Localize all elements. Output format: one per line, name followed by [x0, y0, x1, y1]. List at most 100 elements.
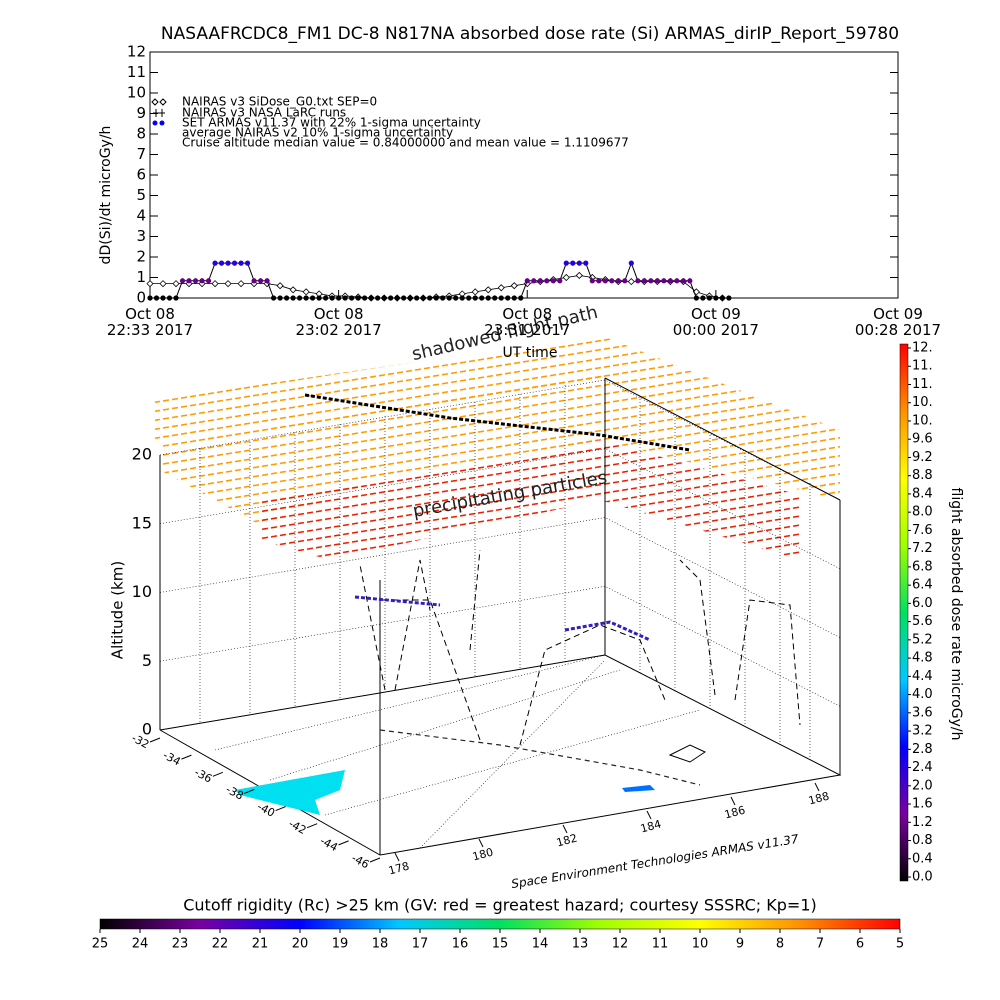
armas-point [257, 278, 264, 284]
page-title: NASAAFRCDC8_FM1 DC-8 N817NA absorbed dos… [161, 24, 899, 44]
z-tick-label: 20 [132, 445, 152, 464]
armas-point [563, 260, 569, 266]
armas-point [550, 278, 556, 284]
armas-point [492, 295, 498, 301]
nairas-point [692, 288, 700, 296]
colorbar [99, 918, 901, 930]
colorbar-tick-label: 10 [692, 937, 709, 952]
rigidity-region [622, 785, 655, 792]
armas-point [166, 295, 173, 301]
armas-point [160, 295, 166, 301]
lat-tick [306, 823, 318, 829]
colorbar-tick-label: 3.6 [912, 705, 933, 720]
armas-point [355, 295, 361, 301]
lon-tick-label: 186 [723, 804, 747, 822]
altitude-grid [159, 517, 841, 638]
armas-point [524, 278, 530, 284]
colorbar-tick-label: 12. [912, 341, 933, 356]
armas-point [537, 278, 543, 284]
armas-point [414, 295, 420, 301]
marker [668, 744, 707, 763]
colorbar-tick-label: 6.4 [912, 578, 933, 593]
colorbar-tick-label: 9 [736, 937, 744, 952]
rigidity-region [235, 770, 345, 815]
armas-point [531, 278, 537, 284]
armas-point [440, 295, 446, 301]
colorbar-tick-label: 4.8 [912, 651, 933, 666]
armas-point [622, 278, 628, 284]
armas-point [407, 295, 413, 301]
colorbar-tick-label: 6.0 [912, 596, 933, 611]
lat-tick-label: -42 [286, 817, 308, 837]
legend-label: NAIRAS v3 NASA LaRC runs [182, 106, 346, 120]
armas-point [505, 295, 511, 301]
colorbar-tick-label: 2.0 [912, 778, 933, 793]
colorbar-tick-label: 13 [572, 937, 589, 952]
nairas-point [172, 280, 180, 288]
armas-point [147, 295, 153, 301]
x-tick-label: Oct 08 22:33 2017 [106, 305, 194, 339]
lon-tick-label: 180 [471, 846, 495, 864]
armas-point [244, 260, 251, 266]
nairas-point [289, 286, 297, 294]
lon-tick [394, 852, 400, 862]
armas-point [290, 295, 296, 301]
nairas-point [146, 280, 154, 288]
armas-point [349, 295, 355, 301]
nairas-point [575, 271, 583, 280]
y-tick-label: 6 [136, 166, 146, 184]
lon-tick [478, 838, 484, 848]
nairas-point [302, 288, 310, 296]
armas-point [557, 278, 563, 284]
altitude-grid [159, 585, 841, 707]
armas-point [485, 295, 491, 301]
legend-label: SET ARMAS v11.37 with 22% 1-sigma uncert… [182, 116, 481, 130]
floor [159, 654, 842, 856]
colorbar-tick-label: 25 [92, 937, 109, 952]
armas-point [179, 278, 186, 284]
z-tick-label: 5 [142, 651, 152, 670]
armas-point [446, 295, 452, 301]
x-tick-label: Oct 08 23:02 2017 [295, 305, 382, 339]
lat-tick-label: -38 [224, 783, 246, 803]
x-tick-label: Oct 08 23:31 2017 [484, 305, 571, 339]
legend-symbol [159, 120, 165, 126]
lon-tick-label: 188 [807, 790, 831, 808]
y-axis-label: dD(Si)/dt microGy/h [98, 126, 114, 265]
nairas-point [562, 273, 570, 282]
y-tick-label: 9 [136, 104, 146, 122]
colorbar-tick-label: 19 [332, 937, 349, 952]
colorbar-tick-label: 16 [452, 937, 469, 952]
armas-point [518, 295, 524, 301]
z-tick-label: 15 [132, 513, 152, 532]
armas-point [609, 278, 615, 284]
colorbar-tick-label: 8.8 [912, 468, 933, 483]
nairas-point [484, 286, 492, 294]
z-tick-label: 0 [142, 720, 152, 739]
armas-point [310, 295, 316, 301]
flight-path [354, 595, 651, 642]
nairas-point [497, 284, 505, 292]
armas-point [420, 295, 426, 301]
ground-track [379, 729, 701, 786]
nairas-point [510, 282, 518, 290]
lat-tick-label: -36 [192, 766, 214, 786]
z-axis-label: Altitude (km) [109, 561, 127, 659]
colorbar-tick-label: 11. [912, 377, 933, 392]
colorbar-tick-label: 24 [132, 937, 149, 952]
colorbar-tick-label: 4.4 [912, 669, 933, 684]
y-tick-label: 4 [136, 207, 146, 225]
armas-point [329, 295, 335, 301]
x-tick-label: Oct 09 00:28 2017 [854, 305, 942, 339]
particle-cloud-upper [155, 335, 840, 470]
y-tick-label: 8 [136, 125, 146, 143]
colorbar-tick-label: 14 [532, 937, 549, 952]
armas-point [641, 278, 647, 284]
legend-symbol [152, 120, 158, 126]
lat-tick [338, 840, 349, 846]
armas-point [687, 278, 693, 284]
flight-curtain [359, 549, 801, 746]
nairas-point [627, 278, 635, 286]
lon-tick [562, 824, 568, 834]
colorbar-tick-label: 18 [372, 937, 389, 952]
